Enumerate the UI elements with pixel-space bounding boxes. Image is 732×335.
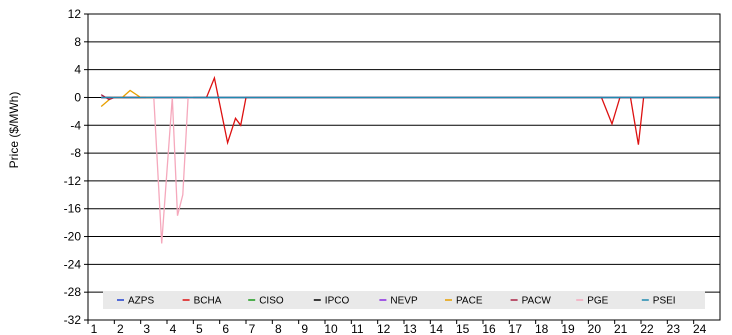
legend-label: BCHA [194,296,222,307]
x-tick-label: 20 [588,322,602,335]
x-tick-label: 1 [91,322,98,335]
y-tick-label: 8 [74,35,81,49]
x-tick-label: 7 [249,322,256,335]
x-tick-label: 6 [222,322,229,335]
x-tick-label: 14 [430,322,444,335]
x-tick-label: 18 [535,322,549,335]
y-tick-label: 4 [74,63,81,77]
x-tick-label: 2 [117,322,124,335]
plot-border [87,13,721,321]
legend-label: PACE [456,296,483,307]
legend-label: PGE [587,296,608,307]
y-axis: 12 8 4 0 -4 -8 -12 -16 -20 -24 -28 -32 [64,7,88,327]
legend-label: AZPS [128,296,154,307]
series-line-pace [100,89,154,107]
x-tick-label: 9 [301,322,308,335]
y-tick-label: -16 [64,202,82,216]
x-tick-label: 24 [693,322,707,335]
x-tick-label: 22 [640,322,654,335]
series-line-bcha [101,75,720,146]
legend-label: CISO [259,296,284,307]
grid-layer [88,13,720,321]
y-tick-label: -32 [64,313,82,327]
x-tick-label: 5 [196,322,203,335]
y-tick-label: -8 [70,146,81,160]
x-tick-label: 8 [275,322,282,335]
y-tick-label: -24 [64,257,82,271]
x-tick-label: 3 [143,322,150,335]
x-tick-label: 10 [324,322,338,335]
series-layer [100,75,720,244]
y-tick-label: -28 [64,285,82,299]
y-tick-label: -4 [70,118,81,132]
x-tick-label: 12 [377,322,391,335]
x-tick-label: 19 [561,322,575,335]
y-axis-title: Price ($/MWh) [7,92,21,169]
x-tick-label: 23 [667,322,681,335]
y-tick-label: 12 [68,7,82,21]
x-tick-label: 13 [403,322,417,335]
x-tick-label: 21 [614,322,628,335]
y-tick-label: 0 [74,90,81,104]
x-tick-label: 11 [351,322,364,335]
legend-label: PSEI [653,296,676,307]
legend: AZPS BCHA CISO IPCO NEVP PACE PACW PGE PSEI [103,291,705,309]
legend-label: IPCO [325,296,350,307]
x-tick-label: 4 [170,322,177,335]
x-tick-label: 15 [456,322,470,335]
legend-label: PACW [522,296,552,307]
series-line-pge [153,96,194,244]
plot-frame [87,13,721,321]
y-tick-label: -20 [64,230,82,244]
x-tick-label: 16 [482,322,496,335]
legend-label: NEVP [390,296,418,307]
y-tick-label: -12 [64,174,82,188]
legend-box [103,291,705,309]
x-axis: 1 2 3 4 5 6 7 8 9 10 11 12 13 14 15 16 17 18 19 20 21 22 23 24 [87,320,707,335]
x-tick-label: 17 [509,322,523,335]
